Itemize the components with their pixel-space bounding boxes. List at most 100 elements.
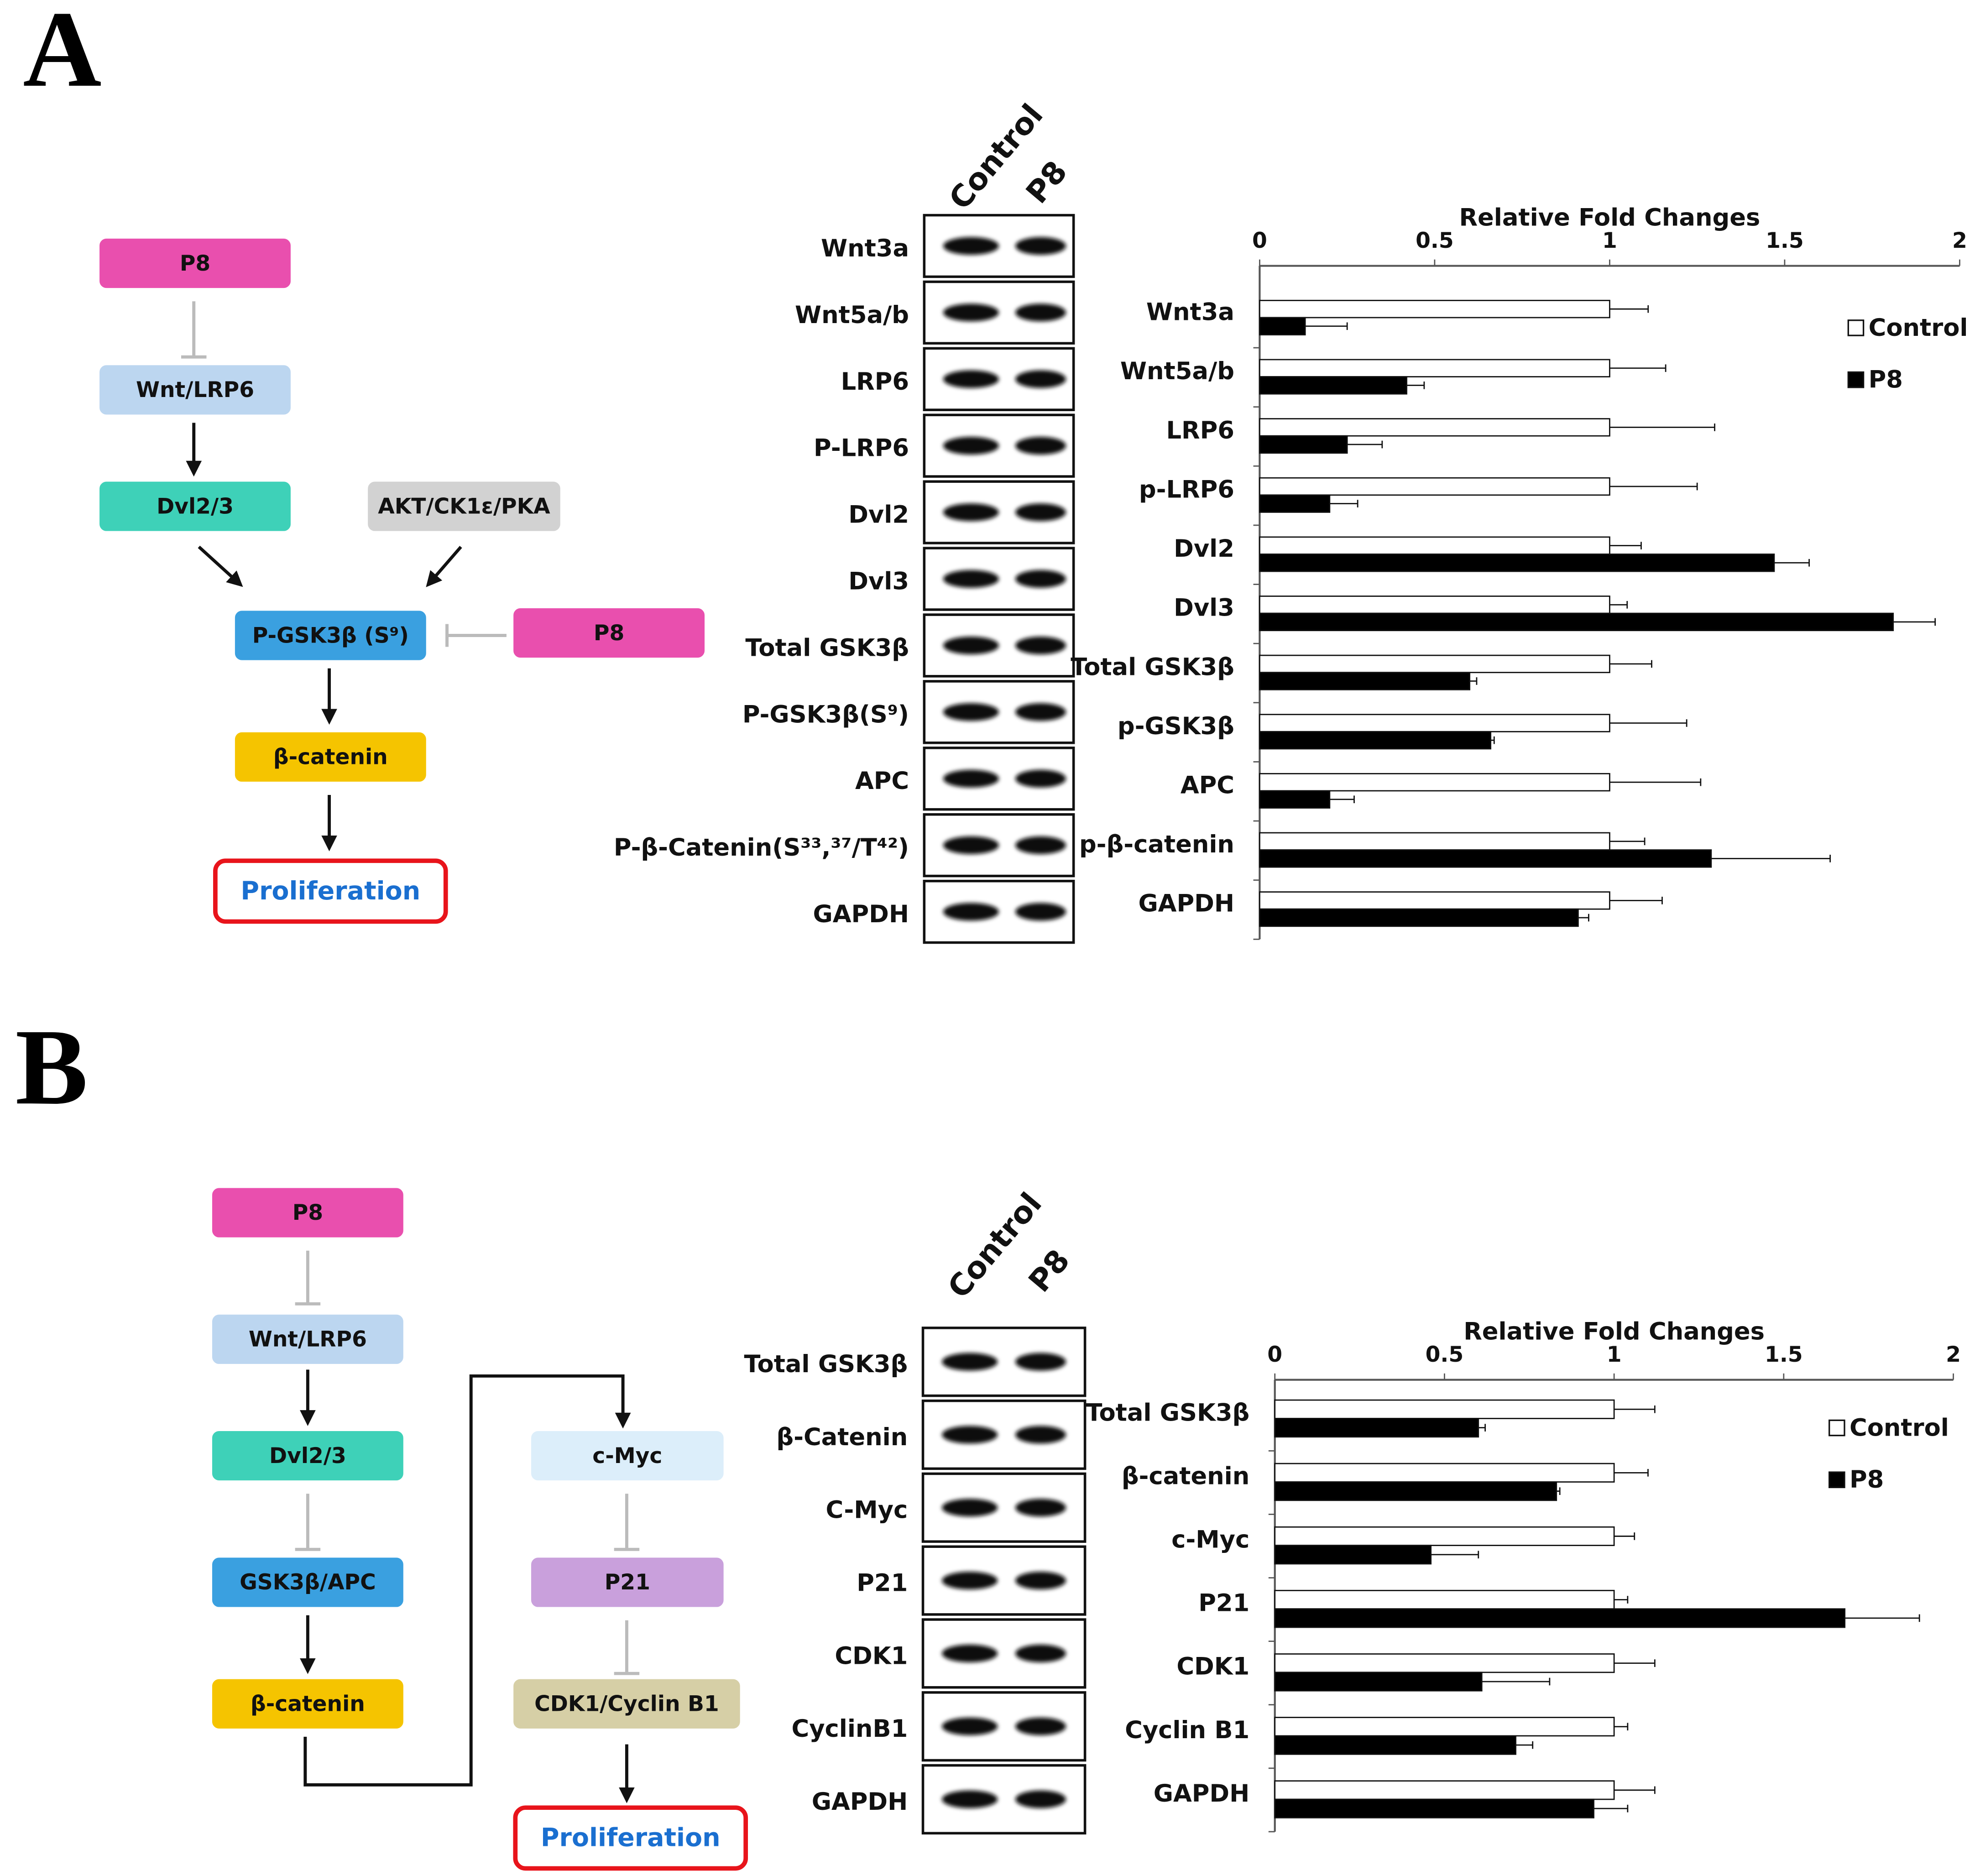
blot-band [1015,1572,1066,1589]
blot-band [943,903,999,921]
node-label: c-Myc [592,1443,662,1468]
node-label: Dvl2/3 [157,494,234,519]
node-label: AKT/CK1ε/PKA [378,494,550,519]
pathway-node [98,480,292,533]
bar [1259,477,1610,496]
node-label: Wnt/LRP6 [249,1327,367,1352]
blot-row-label: GAPDH [812,1788,908,1816]
blot-band [943,503,999,522]
blot-row-label: CDK1 [835,1642,908,1670]
blot-band [1015,1499,1066,1517]
bar [1259,832,1610,851]
bar [1259,773,1610,792]
blot-row-label: Wnt3a [821,235,909,262]
bar [1259,596,1610,614]
chart-title: Relative Fold Changes [1459,204,1760,232]
bar [1274,1399,1615,1419]
bar [1259,299,1610,319]
pathway-node [530,1430,725,1482]
bar [1259,849,1712,868]
bar [1259,359,1610,377]
legend-label: Control [1869,314,1968,342]
legend-swatch [1829,1471,1845,1489]
bar [1259,612,1894,632]
y-tick-label: GAPDH [1154,1780,1249,1808]
pathway-node [98,237,292,289]
blot-band [1015,570,1066,588]
blot-band [1015,1644,1066,1662]
blot-band [1015,1353,1066,1371]
node-label: P21 [605,1570,650,1595]
y-tick-label: c-Myc [1171,1526,1249,1554]
bar [1274,1608,1846,1628]
blot-row-label: P-β-Catenin(S³³,³⁷/T⁴²) [614,834,909,862]
arrow [426,546,462,587]
bar [1259,418,1610,437]
bar [1274,1780,1615,1800]
blot-row-label: Total GSK3β [745,634,909,662]
pathway-node [530,1556,725,1609]
blot-band [1015,903,1066,921]
pathway-node [234,609,428,662]
blot-band [942,1426,998,1444]
bar [1259,554,1775,572]
x-tick-label: 1 [1602,228,1617,253]
blot-band [943,370,999,388]
blot-band [943,303,999,322]
legend-label: Control [1850,1414,1949,1442]
y-tick-label: Dvl3 [1174,594,1234,622]
bar [1274,1418,1479,1438]
blot-band [943,437,999,455]
y-tick-label: p-β-catenin [1079,831,1234,858]
blot-band [1015,637,1066,654]
blot-row-label: Dvl2 [848,501,909,529]
pathway-node [98,364,292,416]
blot-band [942,1572,998,1589]
y-tick-label: APC [1181,771,1234,799]
y-tick-label: GAPDH [1138,890,1234,918]
blot-band [943,836,999,854]
node-label: GSK3β/APC [240,1570,376,1595]
y-tick-label: Total GSK3β [1071,653,1234,681]
pathway-node [211,1430,405,1482]
node-label: β-catenin [251,1692,365,1717]
bar [1274,1798,1594,1819]
blot-band [1015,1790,1066,1808]
y-tick-label: LRP6 [1166,417,1234,444]
node-label: Proliferation [541,1824,721,1853]
node-label: Dvl2/3 [269,1443,346,1468]
y-tick-label: Wnt5a/b [1120,357,1234,385]
blot-row-label: C-Myc [826,1496,908,1524]
pathway-node [512,607,706,659]
blot-band [942,1499,998,1517]
proliferation-box [213,858,448,924]
bar [1259,714,1610,732]
pathway-node [234,731,428,783]
x-tick-label: 0 [1252,228,1267,253]
x-tick-label: 1 [1607,1342,1622,1367]
node-label: P8 [180,251,210,276]
arrow [198,545,243,587]
bar [1259,317,1306,335]
arrow [303,1374,631,1787]
node-label: β-catenin [273,745,388,770]
x-tick-label: 1.5 [1766,228,1804,253]
bar [1274,1481,1557,1501]
bar [1274,1545,1432,1565]
blot-row-label: β-Catenin [776,1423,908,1451]
bar [1274,1653,1615,1673]
legend-swatch [1847,371,1865,388]
blot-row-label: CyclinB1 [792,1715,908,1743]
blot-row-label: P21 [857,1569,908,1597]
blot-band [1015,437,1066,455]
panel-label: B [16,1006,88,1127]
blot-column-label: P8 [1019,154,1074,210]
y-tick-label: Wnt3a [1146,298,1234,326]
blot-band [1015,370,1066,388]
bar [1259,536,1610,555]
bar [1274,1463,1615,1483]
blot-row-label: APC [855,767,909,795]
y-tick-label: p-GSK3β [1118,712,1234,740]
blot-band [943,769,999,788]
